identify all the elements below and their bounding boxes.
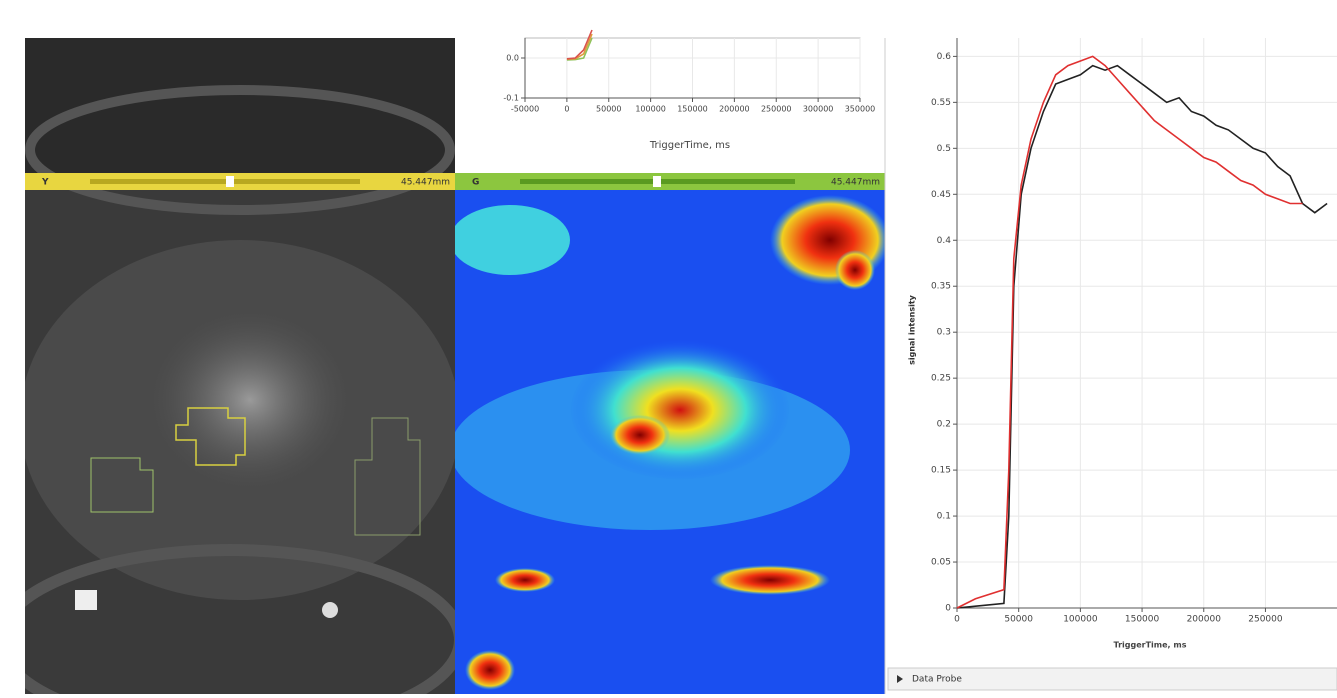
x-tick-label: 100000	[635, 105, 666, 114]
slice-offset: 45.447mm	[401, 178, 450, 188]
plot-area	[957, 38, 1337, 608]
slider-track[interactable]	[90, 179, 360, 184]
data-probe-label[interactable]: Data Probe	[912, 675, 962, 685]
y-tick-label: 0.35	[931, 282, 951, 292]
x-tick-label: 300000	[803, 105, 834, 114]
page: {"slice_views":[{"label":"Y","offset":"4…	[0, 0, 1337, 694]
y-tick-label: 0.6	[937, 52, 952, 62]
view-label: G	[472, 178, 479, 188]
x-tick-label: 350000	[845, 105, 876, 114]
x-tick-label: -50000	[511, 105, 539, 114]
x-tick-label: 200000	[719, 105, 750, 114]
app-view: Y 45.447mm G 45.447mm Data Probe 0.0 -0.1…	[0, 0, 1337, 694]
y-tick-label: 0.55	[931, 98, 951, 108]
slider-handle[interactable]	[226, 176, 234, 187]
y-tick-label: 0.0	[506, 54, 519, 63]
y-tick-label: 0.15	[931, 466, 951, 476]
x-tick-label: 0	[564, 105, 569, 114]
y-axis-label: signal intensity	[908, 294, 917, 365]
x-tick-label: 250000	[761, 105, 792, 114]
x-tick-label: 0	[954, 615, 960, 625]
y-tick-label: -0.1	[503, 94, 519, 103]
view-label: Y	[41, 178, 49, 188]
slice-bar: Y 45.447mm G 45.447mm	[25, 173, 885, 190]
slice-offset: 45.447mm	[831, 178, 880, 188]
y-tick-label: 0	[945, 604, 951, 614]
y-tick-label: 0.4	[937, 236, 952, 246]
x-tick-label: 250000	[1248, 615, 1283, 625]
x-tick-label: 50000	[1004, 615, 1033, 625]
slider-handle[interactable]	[653, 176, 661, 187]
grayscale-view	[0, 38, 460, 694]
colormap-view	[450, 190, 890, 694]
x-tick-label: 150000	[1125, 615, 1160, 625]
x-tick-label: 100000	[1063, 615, 1098, 625]
x-tick-label: 200000	[1187, 615, 1222, 625]
y-tick-label: 0.05	[931, 558, 951, 568]
data-probe[interactable]: Data Probe	[888, 668, 1337, 690]
x-tick-label: 50000	[596, 105, 621, 114]
y-tick-label: 0.45	[931, 190, 951, 200]
y-tick-label: 0.5	[937, 144, 951, 154]
x-tick-label: 150000	[677, 105, 708, 114]
x-axis-label: TriggerTime, ms	[1114, 641, 1187, 650]
y-tick-label: 0.25	[931, 374, 951, 384]
y-tick-label: 0.1	[937, 512, 951, 522]
x-axis-label: TriggerTime, ms	[649, 140, 730, 151]
y-tick-label: 0.2	[937, 420, 951, 430]
y-tick-label: 0.3	[937, 328, 951, 338]
